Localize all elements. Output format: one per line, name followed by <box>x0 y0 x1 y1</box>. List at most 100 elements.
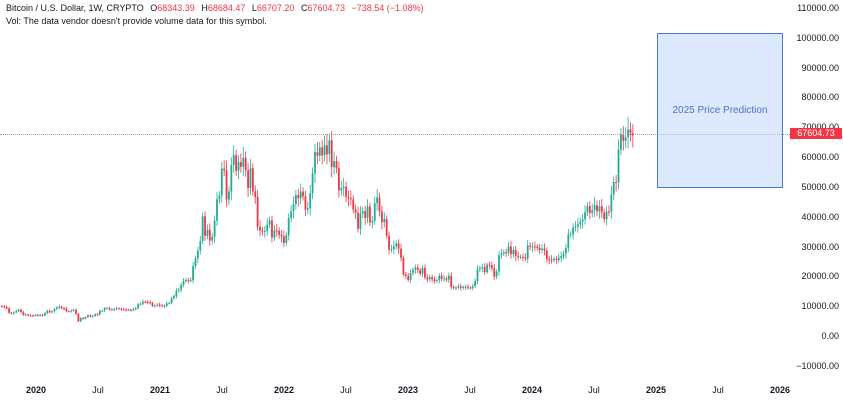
candle-body <box>612 182 615 195</box>
candle-body <box>72 309 75 311</box>
candle-body <box>519 256 522 258</box>
candle-body <box>486 264 488 273</box>
candle-body <box>371 220 374 223</box>
price-tick: 90000.00 <box>801 62 839 73</box>
candle-body <box>201 216 204 242</box>
candle-body <box>187 279 190 281</box>
candle-body <box>1 306 3 308</box>
candle-body <box>208 229 211 241</box>
candle-body <box>364 211 367 218</box>
candle-body <box>125 309 128 311</box>
candle-body <box>522 256 524 258</box>
candle-body <box>481 267 484 269</box>
candle-body <box>115 308 118 310</box>
candle-body <box>357 212 359 229</box>
candle-body <box>335 161 338 169</box>
candle-body <box>285 235 288 243</box>
candle-body <box>228 191 230 200</box>
candle-body <box>142 301 144 304</box>
candle-body <box>498 255 500 272</box>
candle-body <box>77 313 80 322</box>
candle-body <box>502 252 505 254</box>
candle-body <box>548 259 551 261</box>
open-label: O <box>150 3 158 13</box>
candle-body <box>51 311 53 313</box>
candle-body <box>110 309 113 311</box>
candle-body <box>39 315 42 317</box>
candle-body <box>151 302 154 307</box>
candle-body <box>158 304 161 306</box>
candle-body <box>588 206 591 214</box>
candle-body <box>275 230 278 232</box>
candle-body <box>65 308 68 312</box>
candle-body <box>280 234 283 237</box>
candle-body <box>354 209 357 213</box>
candle-body <box>471 286 474 288</box>
candle-body <box>385 219 388 236</box>
candle-body <box>435 280 438 282</box>
candle-body <box>311 173 314 194</box>
candle-body <box>543 248 546 251</box>
candle-body <box>586 206 589 213</box>
candle-body <box>629 129 632 134</box>
candle-body <box>185 279 187 282</box>
candle-body <box>237 162 240 171</box>
candle-body <box>464 286 467 288</box>
candle-body <box>220 168 223 196</box>
candle-body <box>106 308 108 310</box>
candle-body <box>333 161 336 168</box>
candle-body <box>63 308 65 310</box>
candle-body <box>474 281 477 287</box>
candle-body <box>247 170 249 188</box>
time-tick: Jul <box>92 385 104 395</box>
candle-body <box>345 186 347 197</box>
prediction-rectangle[interactable]: 2025 Price Prediction <box>657 33 783 188</box>
candle-body <box>244 157 247 171</box>
low-label: L <box>251 3 257 13</box>
candle-body <box>479 268 481 270</box>
candle-body <box>323 145 326 156</box>
candle-body <box>173 296 175 299</box>
time-tick: Jul <box>464 385 476 395</box>
candle-body <box>550 259 553 261</box>
close-value: 67604.73 <box>307 3 345 13</box>
candle-body <box>130 309 132 311</box>
candle-body <box>240 162 242 167</box>
candle-body <box>328 140 331 155</box>
price-tick: 40000.00 <box>801 211 839 222</box>
candle-body <box>392 246 395 250</box>
candle-body <box>352 199 355 210</box>
candle-body <box>161 305 163 307</box>
candle-body <box>366 206 369 218</box>
candle-body <box>455 287 457 289</box>
candle-body <box>34 314 37 316</box>
candle-body <box>536 246 539 248</box>
candle-body <box>326 145 328 155</box>
candle-body <box>309 193 312 209</box>
volume-note: Vol: The data vendor doesn't provide vol… <box>6 16 267 26</box>
candle-body <box>469 287 472 289</box>
candle-body <box>579 221 582 225</box>
candle-body <box>433 279 436 282</box>
candle-body <box>361 211 364 214</box>
time-tick: 2024 <box>521 385 543 395</box>
candle-body <box>493 268 496 277</box>
candle-body <box>20 309 22 313</box>
time-tick: 2021 <box>149 385 171 395</box>
candle-body <box>290 211 292 219</box>
candle-body <box>82 318 85 320</box>
time-tick: Jul <box>340 385 352 395</box>
candle-body <box>567 234 570 248</box>
symbol-title[interactable]: Bitcoin / U.S. Dollar, 1W, CRYPTO <box>6 3 144 13</box>
candle-body <box>610 194 613 212</box>
candle-body <box>495 271 498 277</box>
candle-body <box>407 275 410 280</box>
candle-body <box>541 248 543 251</box>
candle-body <box>569 234 572 236</box>
time-tick: 2023 <box>397 385 419 395</box>
candle-body <box>467 286 469 288</box>
candle-body <box>189 280 192 282</box>
candle-body <box>459 286 462 288</box>
candle-body <box>101 310 104 312</box>
